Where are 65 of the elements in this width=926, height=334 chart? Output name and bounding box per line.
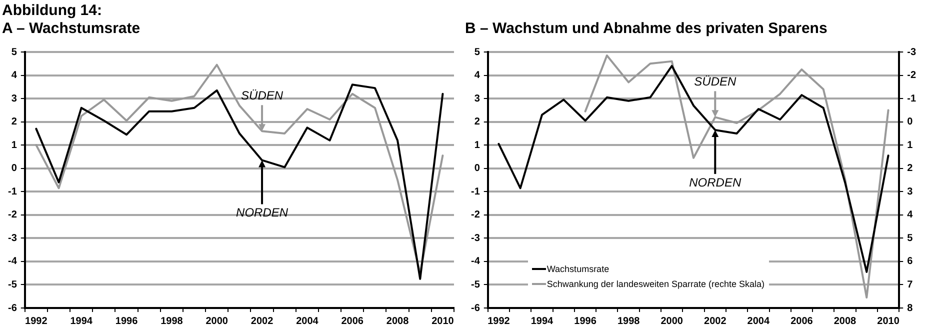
x-tick-label: 2006 [341, 316, 364, 327]
x-tick-label: 2004 [747, 316, 770, 327]
x-tick-label: 2002 [250, 316, 274, 327]
x-tick-label: 1998 [617, 316, 640, 327]
y-tick-label: -2 [8, 210, 18, 221]
y-tick-label: 1 [474, 140, 480, 151]
chart-title: B – Wachstum und Abnahme des privaten Sparens [465, 20, 828, 37]
y2-tick-label: -3 [907, 46, 916, 58]
y2-tick-label: 4 [907, 210, 914, 221]
y-tick-label: -3 [8, 232, 18, 244]
y-tick-label: -5 [8, 279, 18, 290]
x-tick-label: 2008 [834, 316, 857, 327]
legend-label: Wachstumsrate [546, 264, 610, 274]
x-tick-label: 2010 [432, 316, 454, 327]
y2-tick-label: -1 [907, 93, 916, 104]
y-tick-label: 4 [11, 70, 18, 82]
y2-tick-label: 5 [907, 232, 914, 244]
annotation: NORDEN [689, 175, 742, 190]
y-tick-label: -4 [8, 256, 18, 268]
annotation: SÜDEN [694, 74, 736, 89]
y-tick-label: 4 [474, 70, 480, 82]
x-tick-label: 1992 [25, 316, 48, 327]
x-tick-label: 2010 [877, 316, 900, 327]
y2-tick-label: 6 [907, 256, 914, 268]
y-tick-label: 0 [11, 163, 18, 174]
y-tick-label: -2 [470, 210, 480, 221]
x-tick-label: 1996 [574, 316, 597, 327]
y-tick-label: 3 [11, 93, 18, 104]
y-tick-label: 0 [474, 163, 480, 174]
y2-tick-label: 2 [907, 163, 914, 174]
annotation: NORDEN [236, 206, 288, 220]
x-tick-label: 1996 [115, 316, 138, 327]
x-tick-label: 1994 [530, 316, 554, 327]
y-tick-label: 3 [474, 93, 480, 104]
x-tick-label: 2000 [660, 316, 684, 327]
y-tick-label: 5 [474, 46, 480, 58]
y2-tick-label: 8 [907, 302, 914, 314]
y-tick-label: 5 [11, 46, 18, 58]
y2-tick-label: 1 [907, 140, 914, 151]
y-tick-label: -3 [470, 232, 480, 244]
y-tick-label: -6 [470, 302, 480, 314]
y2-tick-label: -2 [907, 70, 916, 82]
y-tick-label: 2 [474, 116, 480, 128]
chart-title: A – Wachstumsrate [2, 20, 140, 37]
x-tick-label: 2008 [386, 316, 410, 327]
y-tick-label: -6 [8, 302, 18, 314]
y-tick-label: -5 [470, 279, 480, 290]
y2-tick-label: 7 [907, 279, 914, 290]
text: Abbildung 14: [2, 2, 102, 19]
legend-label: Schwankung der landesweiten Sparrate (rechte Skala) [546, 279, 765, 289]
y-tick-label: -4 [470, 256, 480, 268]
annotation: SÜDEN [241, 88, 284, 102]
x-tick-label: 1994 [70, 316, 93, 327]
y-tick-label: -1 [8, 186, 18, 198]
x-tick-label: 1998 [160, 316, 184, 327]
x-tick-label: 2002 [704, 316, 727, 327]
x-tick-label: 2006 [790, 316, 814, 327]
y2-tick-label: 3 [907, 186, 914, 198]
y-tick-label: 1 [11, 140, 18, 151]
y-tick-label: 2 [11, 116, 18, 128]
x-tick-label: 2000 [206, 316, 228, 327]
y2-tick-label: 0 [907, 116, 914, 128]
x-tick-label: 1992 [488, 316, 510, 327]
x-tick-label: 2004 [296, 316, 319, 327]
y-tick-label: -1 [470, 186, 480, 198]
